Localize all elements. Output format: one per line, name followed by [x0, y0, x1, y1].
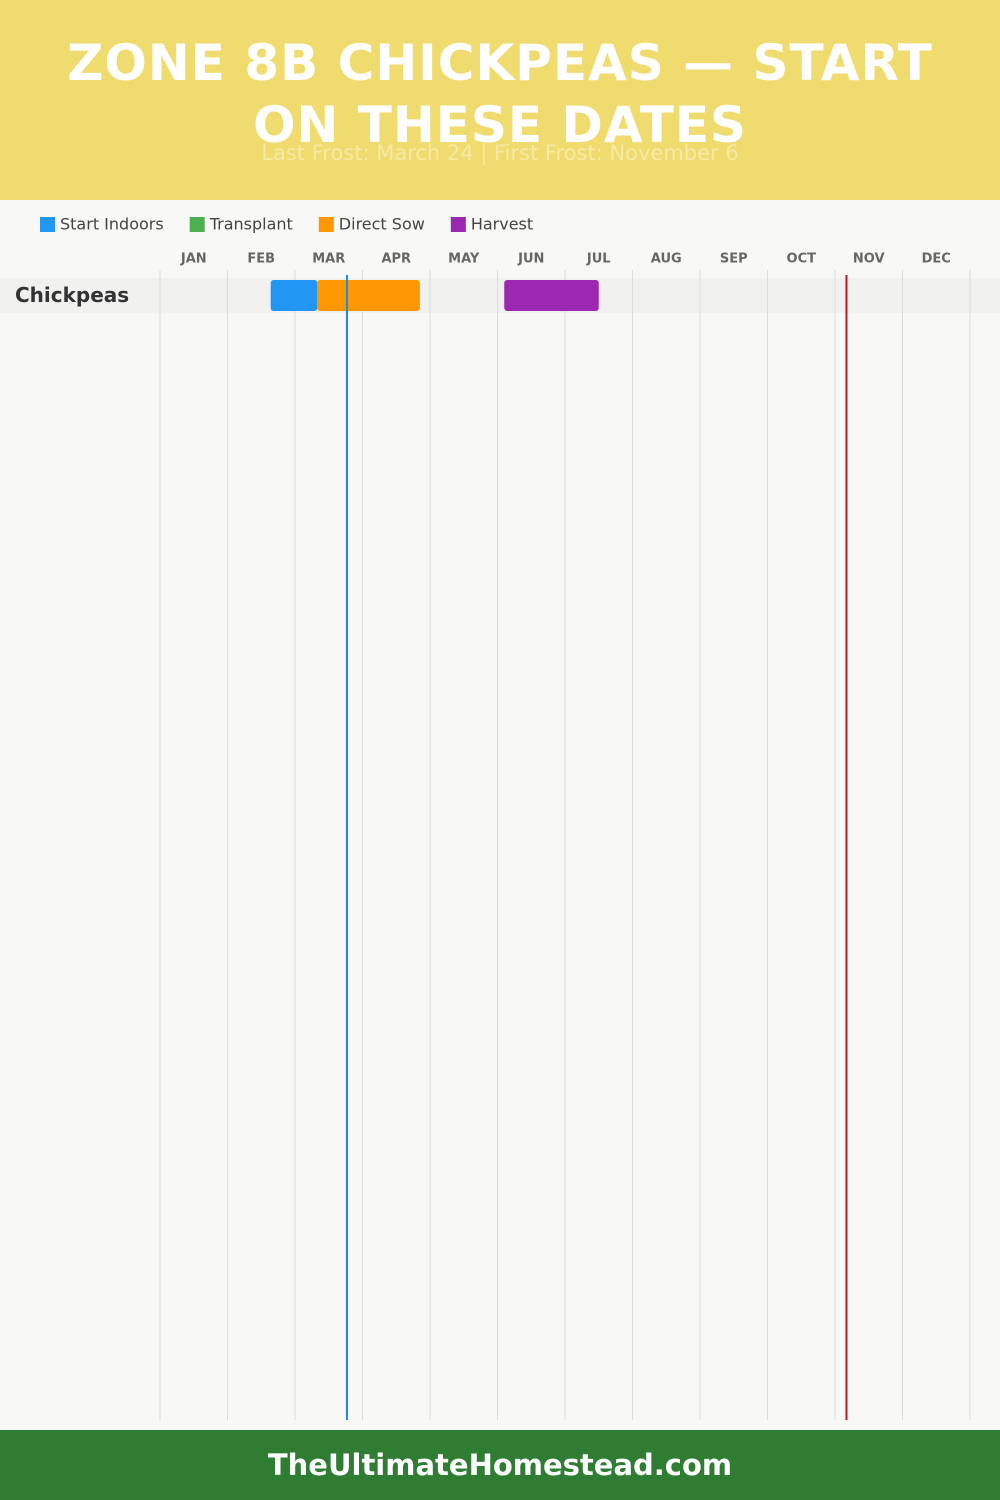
month-label: SEP — [720, 252, 748, 267]
chart-title: ZONE 8B CHICKPEAS — START ON THESE DATES — [67, 34, 933, 154]
footer: TheUltimateHomestead.com — [0, 1430, 1000, 1500]
row-band — [0, 278, 1000, 313]
legend-label: Start Indoors — [60, 215, 164, 234]
month-label: JUL — [586, 252, 611, 267]
month-label: FEB — [247, 252, 275, 267]
legend-swatch — [189, 217, 205, 232]
chart: Start Indoors Transplant Direct Sow Harvest… — [0, 215, 1000, 1420]
month-label: JUN — [517, 252, 544, 267]
header: ZONE 8B CHICKPEAS — START ON THESE DATES… — [0, 0, 1000, 200]
month-label: OCT — [787, 252, 817, 267]
legend-swatch — [450, 217, 466, 232]
legend-label: Transplant — [209, 215, 293, 234]
month-label: APR — [381, 252, 411, 267]
bar — [317, 280, 420, 311]
month-label: AUG — [651, 252, 682, 267]
legend-swatch — [40, 217, 55, 232]
month-label: DEC — [922, 252, 951, 267]
legend-label: Direct Sow — [339, 215, 425, 234]
legend-label: Harvest — [471, 215, 533, 234]
month-label: JAN — [180, 252, 207, 267]
month-label: MAY — [448, 252, 480, 267]
row-label: Chickpeas — [15, 283, 129, 307]
bar — [270, 280, 318, 311]
month-label: NOV — [853, 252, 885, 267]
month-label: MAR — [312, 252, 345, 267]
bar — [504, 280, 599, 311]
legend-swatch — [318, 217, 334, 232]
chart-subtitle: Last Frost: March 24 | First Frost: Nove… — [261, 141, 739, 165]
